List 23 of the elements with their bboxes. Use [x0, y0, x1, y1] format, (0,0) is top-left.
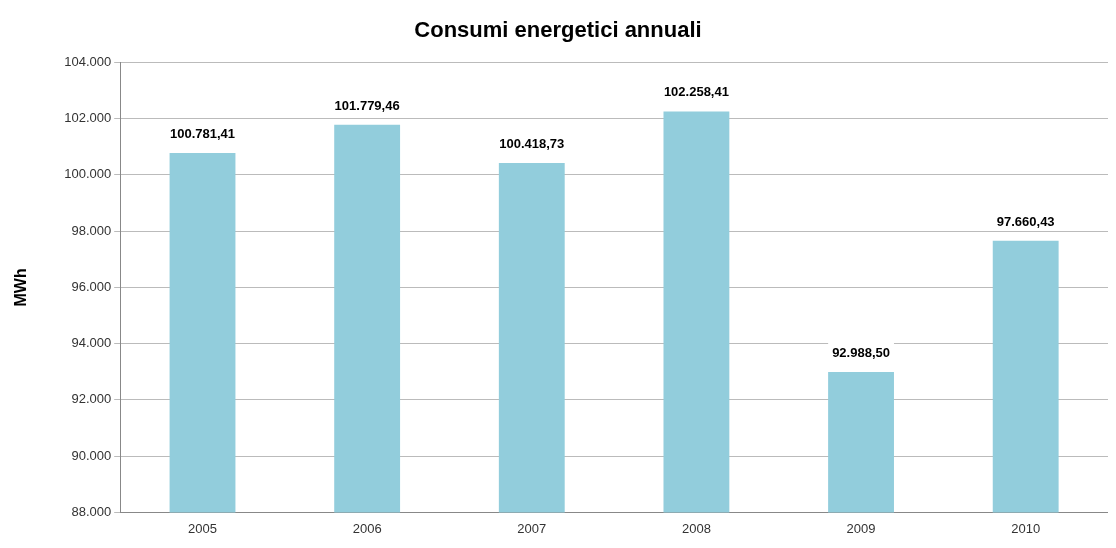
chart-title: Consumi energetici annuali	[414, 17, 702, 43]
y-tick-label: 94.000	[71, 335, 112, 351]
data-label: 101.779,46	[334, 97, 400, 113]
y-tick-label: 96.000	[71, 278, 112, 294]
x-tick-label: 2009	[846, 520, 876, 536]
y-tick-label: 104.000	[64, 53, 112, 69]
y-tick-label: 88.000	[71, 503, 112, 519]
y-tick-label: 92.000	[71, 391, 112, 407]
data-label: 102.258,41	[663, 84, 729, 100]
y-tick-label: 98.000	[71, 222, 112, 238]
y-tick-label: 100.000	[64, 166, 112, 182]
data-label: 97.660,43	[996, 213, 1055, 229]
y-tick-label: 90.000	[71, 447, 112, 463]
x-tick-label: 2010	[1011, 520, 1041, 536]
x-tick-label: 2006	[352, 520, 382, 536]
data-label: 100.418,73	[499, 136, 565, 152]
x-tick-label: 2005	[188, 520, 217, 536]
y-tick-label: 102.000	[64, 110, 112, 126]
data-label: 100.781,41	[169, 126, 236, 141]
y-axis-title: MWh	[12, 268, 30, 307]
x-tick-label: 2007	[517, 520, 547, 536]
data-label: 92.988,50	[832, 345, 890, 361]
x-tick-label: 2008	[681, 520, 711, 536]
